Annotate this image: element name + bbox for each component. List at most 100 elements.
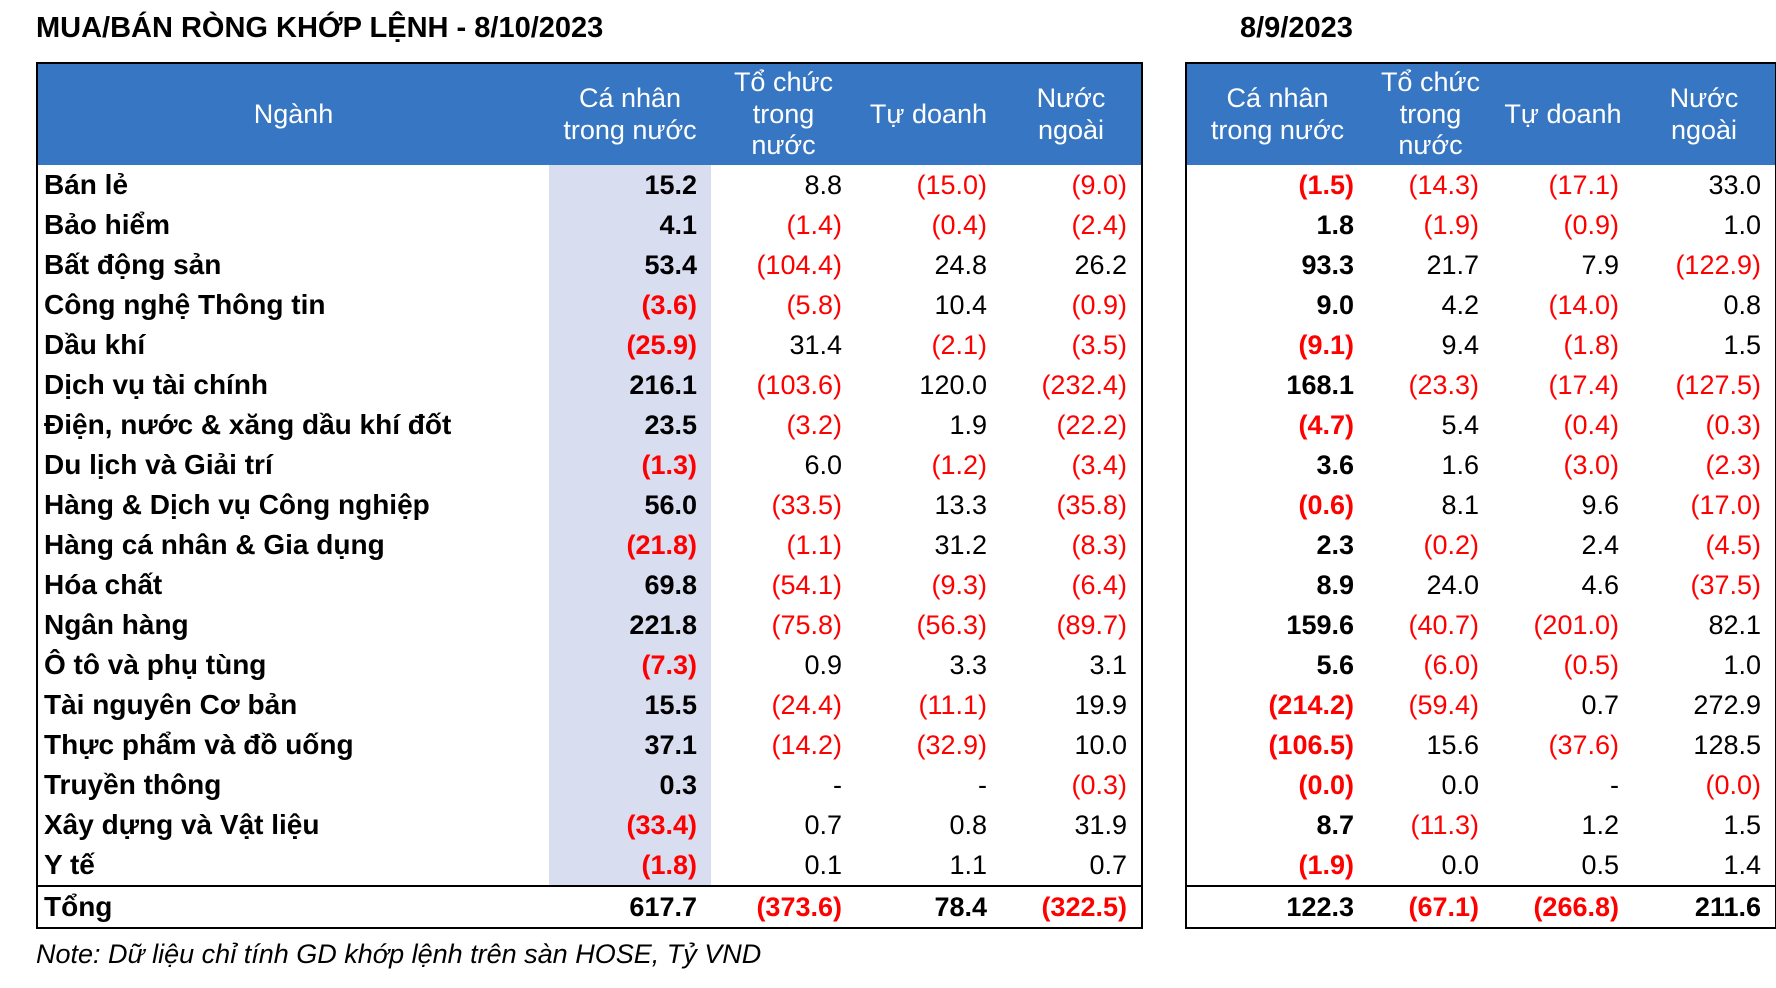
table-row: Dầu khí (25.9) 31.4 (2.1) (3.5) (37, 325, 1142, 365)
value-cell: 5.4 (1441, 409, 1479, 440)
value-cell: (14.2) (771, 729, 842, 760)
value-cell: (201.0) (1533, 609, 1619, 640)
value-cell: 31.4 (789, 329, 842, 360)
table-row: Bảo hiểm 4.1 (1.4) (0.4) (2.4) (37, 205, 1142, 245)
table-row: 168.1 (23.3) (17.4) (127.5) (1186, 365, 1776, 405)
value-cell: (15.0) (916, 169, 987, 200)
value-cell: 23.5 (549, 405, 711, 445)
total-row: Tổng 617.7 (373.6) 78.4 (322.5) (37, 885, 1142, 928)
column-header-proprietary: Tự doanh (1493, 63, 1633, 165)
value-cell: (0.9) (1071, 289, 1127, 320)
value-cell: 6.0 (804, 449, 842, 480)
value-cell: (9.3) (931, 569, 987, 600)
value-cell: (22.2) (1056, 409, 1127, 440)
table-row: Dịch vụ tài chính 216.1 (103.6) 120.0 (232.4… (37, 365, 1142, 405)
value-cell: (17.0) (1690, 489, 1761, 520)
industry-label: Hàng & Dịch vụ Công nghiệp (44, 489, 430, 520)
tables-row: Ngành Cá nhân trong nước Tổ chức trong n… (36, 62, 1776, 929)
value-cell: 3.3 (949, 649, 987, 680)
value-cell: 8.7 (1316, 809, 1354, 840)
value-cell: (9.0) (1071, 169, 1127, 200)
value-cell: 128.5 (1693, 729, 1761, 760)
value-cell: (11.1) (918, 689, 987, 720)
value-cell: (1.9) (1423, 209, 1479, 240)
value-cell: 82.1 (1708, 609, 1761, 640)
value-cell: (54.1) (771, 569, 842, 600)
table-row: 8.9 24.0 4.6 (37.5) (1186, 565, 1776, 605)
table-row: Xây dựng và Vật liệu (33.4) 0.7 0.8 31.9 (37, 805, 1142, 845)
table-row: (214.2) (59.4) 0.7 272.9 (1186, 685, 1776, 725)
industry-label: Điện, nước & xăng dầu khí đốt (44, 409, 452, 440)
column-header-proprietary: Tự doanh (856, 63, 1001, 165)
table-row: (9.1) 9.4 (1.8) 1.5 (1186, 325, 1776, 365)
industry-label: Ngân hàng (44, 609, 189, 640)
value-cell: (3.6) (549, 285, 711, 325)
value-cell: 8.1 (1441, 489, 1479, 520)
right-table-body: (1.5) (14.3) (17.1) 33.0 1.8 (1.9) (0.9) 1.0 93.… (1186, 165, 1776, 886)
value-cell: (14.0) (1548, 289, 1619, 320)
value-cell: (14.3) (1408, 169, 1479, 200)
table-row: 1.8 (1.9) (0.9) 1.0 (1186, 205, 1776, 245)
value-cell: 1.8 (1316, 209, 1354, 240)
value-cell: 31.2 (934, 529, 987, 560)
value-cell: (1.8) (549, 845, 711, 886)
value-cell: (322.5) (1001, 885, 1142, 928)
value-cell: 31.9 (1074, 809, 1127, 840)
value-cell: 0.7 (804, 809, 842, 840)
value-cell: 4.6 (1581, 569, 1619, 600)
value-cell: (17.4) (1548, 369, 1619, 400)
value-cell: 216.1 (549, 365, 711, 405)
value-cell: (75.8) (771, 609, 842, 640)
value-cell: (1.4) (786, 209, 842, 240)
right-table-header: Cá nhân trong nước Tổ chức trong nước Tự… (1186, 63, 1776, 165)
value-cell: 15.6 (1426, 729, 1479, 760)
industry-label: Thực phẩm và đồ uống (44, 729, 354, 760)
value-cell: 617.7 (549, 885, 711, 928)
industry-label: Tài nguyên Cơ bản (44, 689, 298, 720)
column-header-domestic-institutions: Tổ chức trong nước (1368, 63, 1493, 165)
value-cell: - (833, 769, 842, 800)
industry-label: Y tế (44, 849, 95, 880)
table-row: (106.5) 15.6 (37.6) 128.5 (1186, 725, 1776, 765)
value-cell: 0.7 (1089, 849, 1127, 880)
value-cell: (103.6) (756, 369, 842, 400)
table-row: Du lịch và Giải trí (1.3) 6.0 (1.2) (3.4) (37, 445, 1142, 485)
value-cell: (25.9) (549, 325, 711, 365)
value-cell: (9.1) (1298, 329, 1354, 360)
table-row: (0.6) 8.1 9.6 (17.0) (1186, 485, 1776, 525)
table-row: (0.0) 0.0 - (0.0) (1186, 765, 1776, 805)
value-cell: (0.6) (1298, 489, 1354, 520)
value-cell: 0.8 (949, 809, 987, 840)
net-flow-table-previous-day: Cá nhân trong nước Tổ chức trong nước Tự… (1185, 62, 1776, 929)
table-row: Ô tô và phụ tùng (7.3) 0.9 3.3 3.1 (37, 645, 1142, 685)
value-cell: - (1610, 769, 1619, 800)
value-cell: 159.6 (1286, 609, 1354, 640)
table-row: Tài nguyên Cơ bản 15.5 (24.4) (11.1) 19.9 (37, 685, 1142, 725)
total-row: 122.3 (67.1) (266.8) 211.6 (1186, 885, 1776, 928)
industry-label: Xây dựng và Vật liệu (44, 809, 320, 840)
value-cell: 4.1 (549, 205, 711, 245)
value-cell: (266.8) (1493, 885, 1633, 928)
value-cell: (104.4) (756, 249, 842, 280)
table-row: Công nghệ Thông tin (3.6) (5.8) 10.4 (0.9) (37, 285, 1142, 325)
value-cell: 1.5 (1723, 809, 1761, 840)
value-cell: 26.2 (1074, 249, 1127, 280)
column-header-domestic-individuals: Cá nhân trong nước (549, 63, 711, 165)
value-cell: (5.8) (786, 289, 842, 320)
table-row: 5.6 (6.0) (0.5) 1.0 (1186, 645, 1776, 685)
right-table-total: 122.3 (67.1) (266.8) 211.6 (1186, 885, 1776, 928)
value-cell: 93.3 (1301, 249, 1354, 280)
value-cell: 10.4 (934, 289, 987, 320)
value-cell: 33.0 (1708, 169, 1761, 200)
value-cell: (37.5) (1690, 569, 1761, 600)
table-row: 3.6 1.6 (3.0) (2.3) (1186, 445, 1776, 485)
total-label: Tổng (37, 885, 549, 928)
value-cell: (89.7) (1056, 609, 1127, 640)
value-cell: 0.1 (804, 849, 842, 880)
value-cell: 13.3 (934, 489, 987, 520)
value-cell: 2.3 (1316, 529, 1354, 560)
value-cell: 122.3 (1186, 885, 1368, 928)
value-cell: 0.7 (1581, 689, 1619, 720)
value-cell: (2.3) (1705, 449, 1761, 480)
column-header-domestic-institutions: Tổ chức trong nước (711, 63, 856, 165)
